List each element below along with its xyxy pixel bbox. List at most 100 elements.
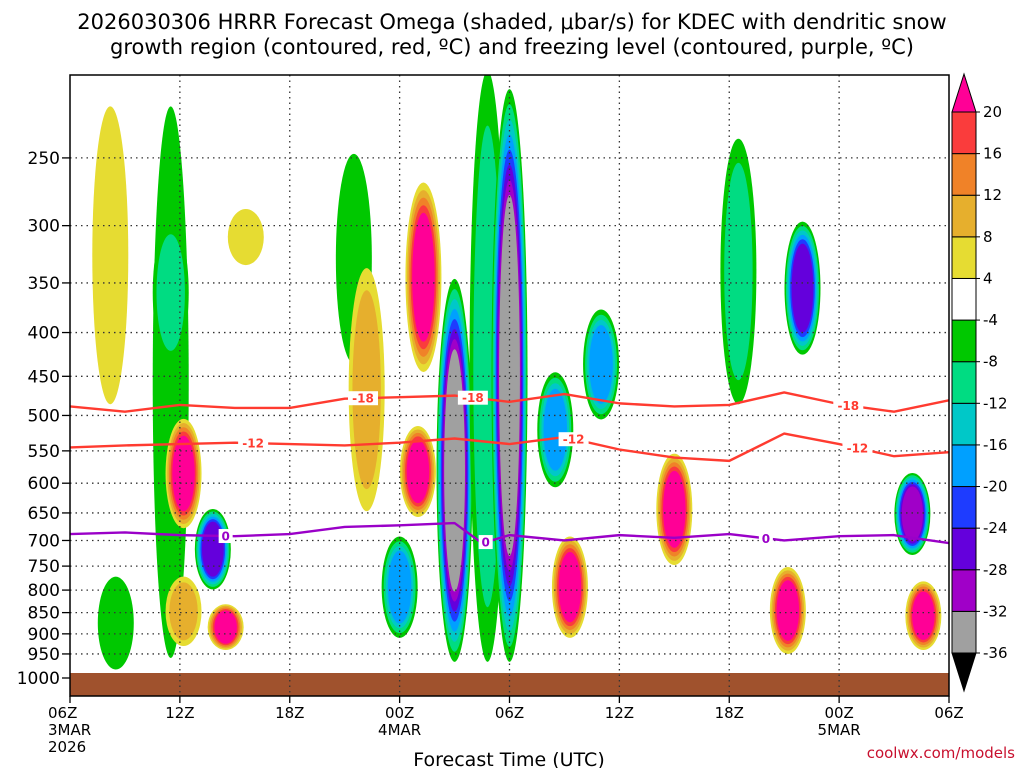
colorbar-segment-9 bbox=[951, 277, 977, 321]
colorbar-label-2: 12 bbox=[983, 186, 1002, 204]
contour-label--12-0: -12 bbox=[242, 437, 264, 451]
omega-cell-1 bbox=[97, 576, 134, 670]
colorbar-segment-4 bbox=[951, 486, 977, 529]
y-tick-label-650: 650 bbox=[28, 504, 60, 524]
omega-band bbox=[791, 243, 814, 333]
omega-cell-5 bbox=[165, 576, 202, 647]
contour-label--12-2: -12 bbox=[847, 442, 869, 456]
x-tick-label-1: 12Z bbox=[165, 704, 194, 722]
x-tick-year-0: 2026 bbox=[48, 738, 86, 756]
contour-label-bg bbox=[833, 398, 864, 413]
y-tick-label-900: 900 bbox=[28, 625, 60, 645]
omega-cell-14 bbox=[436, 278, 473, 662]
omega-band bbox=[152, 106, 189, 658]
contour-label-0-0: 0 bbox=[221, 530, 229, 544]
ground-band bbox=[70, 673, 949, 696]
contour-label-bg bbox=[478, 535, 493, 550]
omega-band bbox=[352, 290, 381, 490]
omega-cell-0 bbox=[92, 106, 129, 405]
omega-cell-6 bbox=[194, 508, 231, 590]
colorbar-label-3: 8 bbox=[983, 228, 993, 246]
colorbar-label-5: -4 bbox=[983, 311, 998, 329]
x-tick-label-7: 00Z bbox=[824, 704, 853, 722]
omega-band bbox=[499, 195, 520, 556]
contour-lines: -18 -18 -18 -12 -12 -12 0 0 0 bbox=[70, 390, 949, 550]
colorbar-label-8: -16 bbox=[983, 436, 1008, 454]
colorbar-label-10: -24 bbox=[983, 519, 1008, 537]
contour-label-bg bbox=[558, 432, 589, 447]
colorbar-label-9: -20 bbox=[983, 478, 1008, 496]
x-tick-date-7: 5MAR bbox=[818, 721, 861, 739]
omega-band bbox=[589, 325, 613, 404]
contour-line--12 bbox=[70, 432, 949, 463]
y-tick-label-250: 250 bbox=[28, 149, 60, 169]
omega-band bbox=[543, 388, 568, 471]
colorbar-label-4: 4 bbox=[983, 269, 993, 287]
omega-cell-3 bbox=[152, 221, 189, 364]
y-tick-label-850: 850 bbox=[28, 604, 60, 624]
omega-cell-17 bbox=[537, 372, 574, 488]
omega-band bbox=[169, 582, 198, 641]
y-tick-label-500: 500 bbox=[28, 406, 60, 426]
y-tick-label-700: 700 bbox=[28, 531, 60, 551]
colorbar-segment-2 bbox=[951, 569, 977, 612]
contour-label-bg bbox=[218, 529, 233, 544]
colorbar-label-1: 16 bbox=[983, 145, 1002, 163]
omega-band bbox=[92, 106, 129, 405]
colorbar-arrow-top bbox=[951, 72, 977, 113]
contour-label--18-0: -18 bbox=[352, 392, 374, 406]
omega-band bbox=[97, 576, 134, 670]
omega-cell-16 bbox=[491, 89, 528, 662]
omega-cell-24 bbox=[894, 472, 931, 555]
omega-cell-10 bbox=[348, 268, 385, 512]
omega-cell-12 bbox=[399, 426, 436, 517]
omega-band bbox=[412, 212, 435, 342]
omega-band bbox=[724, 162, 753, 381]
x-tick-date-0: 3MAR bbox=[48, 721, 91, 739]
omega-cell-25 bbox=[905, 581, 942, 651]
omega-cell-18 bbox=[551, 536, 588, 638]
colorbar-segment-12 bbox=[951, 153, 977, 196]
x-tick-label-2: 18Z bbox=[275, 704, 304, 722]
colorbar-label-6: -8 bbox=[983, 353, 998, 371]
contour-label-bg bbox=[238, 436, 269, 451]
colorbar-segment-8 bbox=[951, 319, 977, 363]
colorbar-segment-6 bbox=[951, 402, 977, 446]
x-tick-label-4: 06Z bbox=[495, 704, 524, 722]
grid-lines bbox=[70, 75, 949, 696]
omega-cell-20 bbox=[656, 453, 693, 566]
x-axis-label: Forecast Time (UTC) bbox=[413, 749, 604, 768]
omega-band bbox=[227, 209, 264, 266]
y-tick-label-350: 350 bbox=[28, 274, 60, 294]
y-tick-label-400: 400 bbox=[28, 324, 60, 344]
colorbar-segment-13 bbox=[951, 111, 977, 155]
chart-title-line-2: growth region (contoured, red, ºC) and f… bbox=[110, 35, 914, 59]
omega-band bbox=[172, 435, 195, 512]
y-tick-label-450: 450 bbox=[28, 367, 60, 387]
omega-cell-23 bbox=[784, 221, 821, 355]
omega-band bbox=[558, 552, 582, 623]
omega-band bbox=[912, 591, 935, 640]
y-tick-label-750: 750 bbox=[28, 557, 60, 577]
colorbar-segment-11 bbox=[951, 194, 977, 238]
y-tick-label-1000: 1000 bbox=[17, 669, 60, 689]
colorbar-label-0: 20 bbox=[983, 103, 1002, 121]
omega-cell-19 bbox=[583, 309, 620, 420]
contour-label--12-1: -12 bbox=[563, 433, 585, 447]
omega-cell-22 bbox=[769, 567, 806, 655]
x-tick-date-3: 4MAR bbox=[378, 721, 421, 739]
pressure-axis: 2503003504004505005506006507007508008509… bbox=[17, 149, 70, 689]
colorbar-label-13: -36 bbox=[983, 644, 1008, 662]
contour-label-bg bbox=[348, 391, 378, 406]
contour-label-0-1: 0 bbox=[482, 536, 490, 550]
omega-band bbox=[776, 580, 800, 641]
omega-cell-4 bbox=[165, 418, 202, 529]
omega-cell-11 bbox=[405, 182, 442, 372]
colorbar-segment-3 bbox=[951, 527, 977, 571]
y-tick-label-550: 550 bbox=[28, 442, 60, 462]
omega-band bbox=[901, 486, 923, 542]
contour-label--18-1: -18 bbox=[462, 391, 484, 405]
contour-label-0-2: 0 bbox=[762, 532, 770, 546]
